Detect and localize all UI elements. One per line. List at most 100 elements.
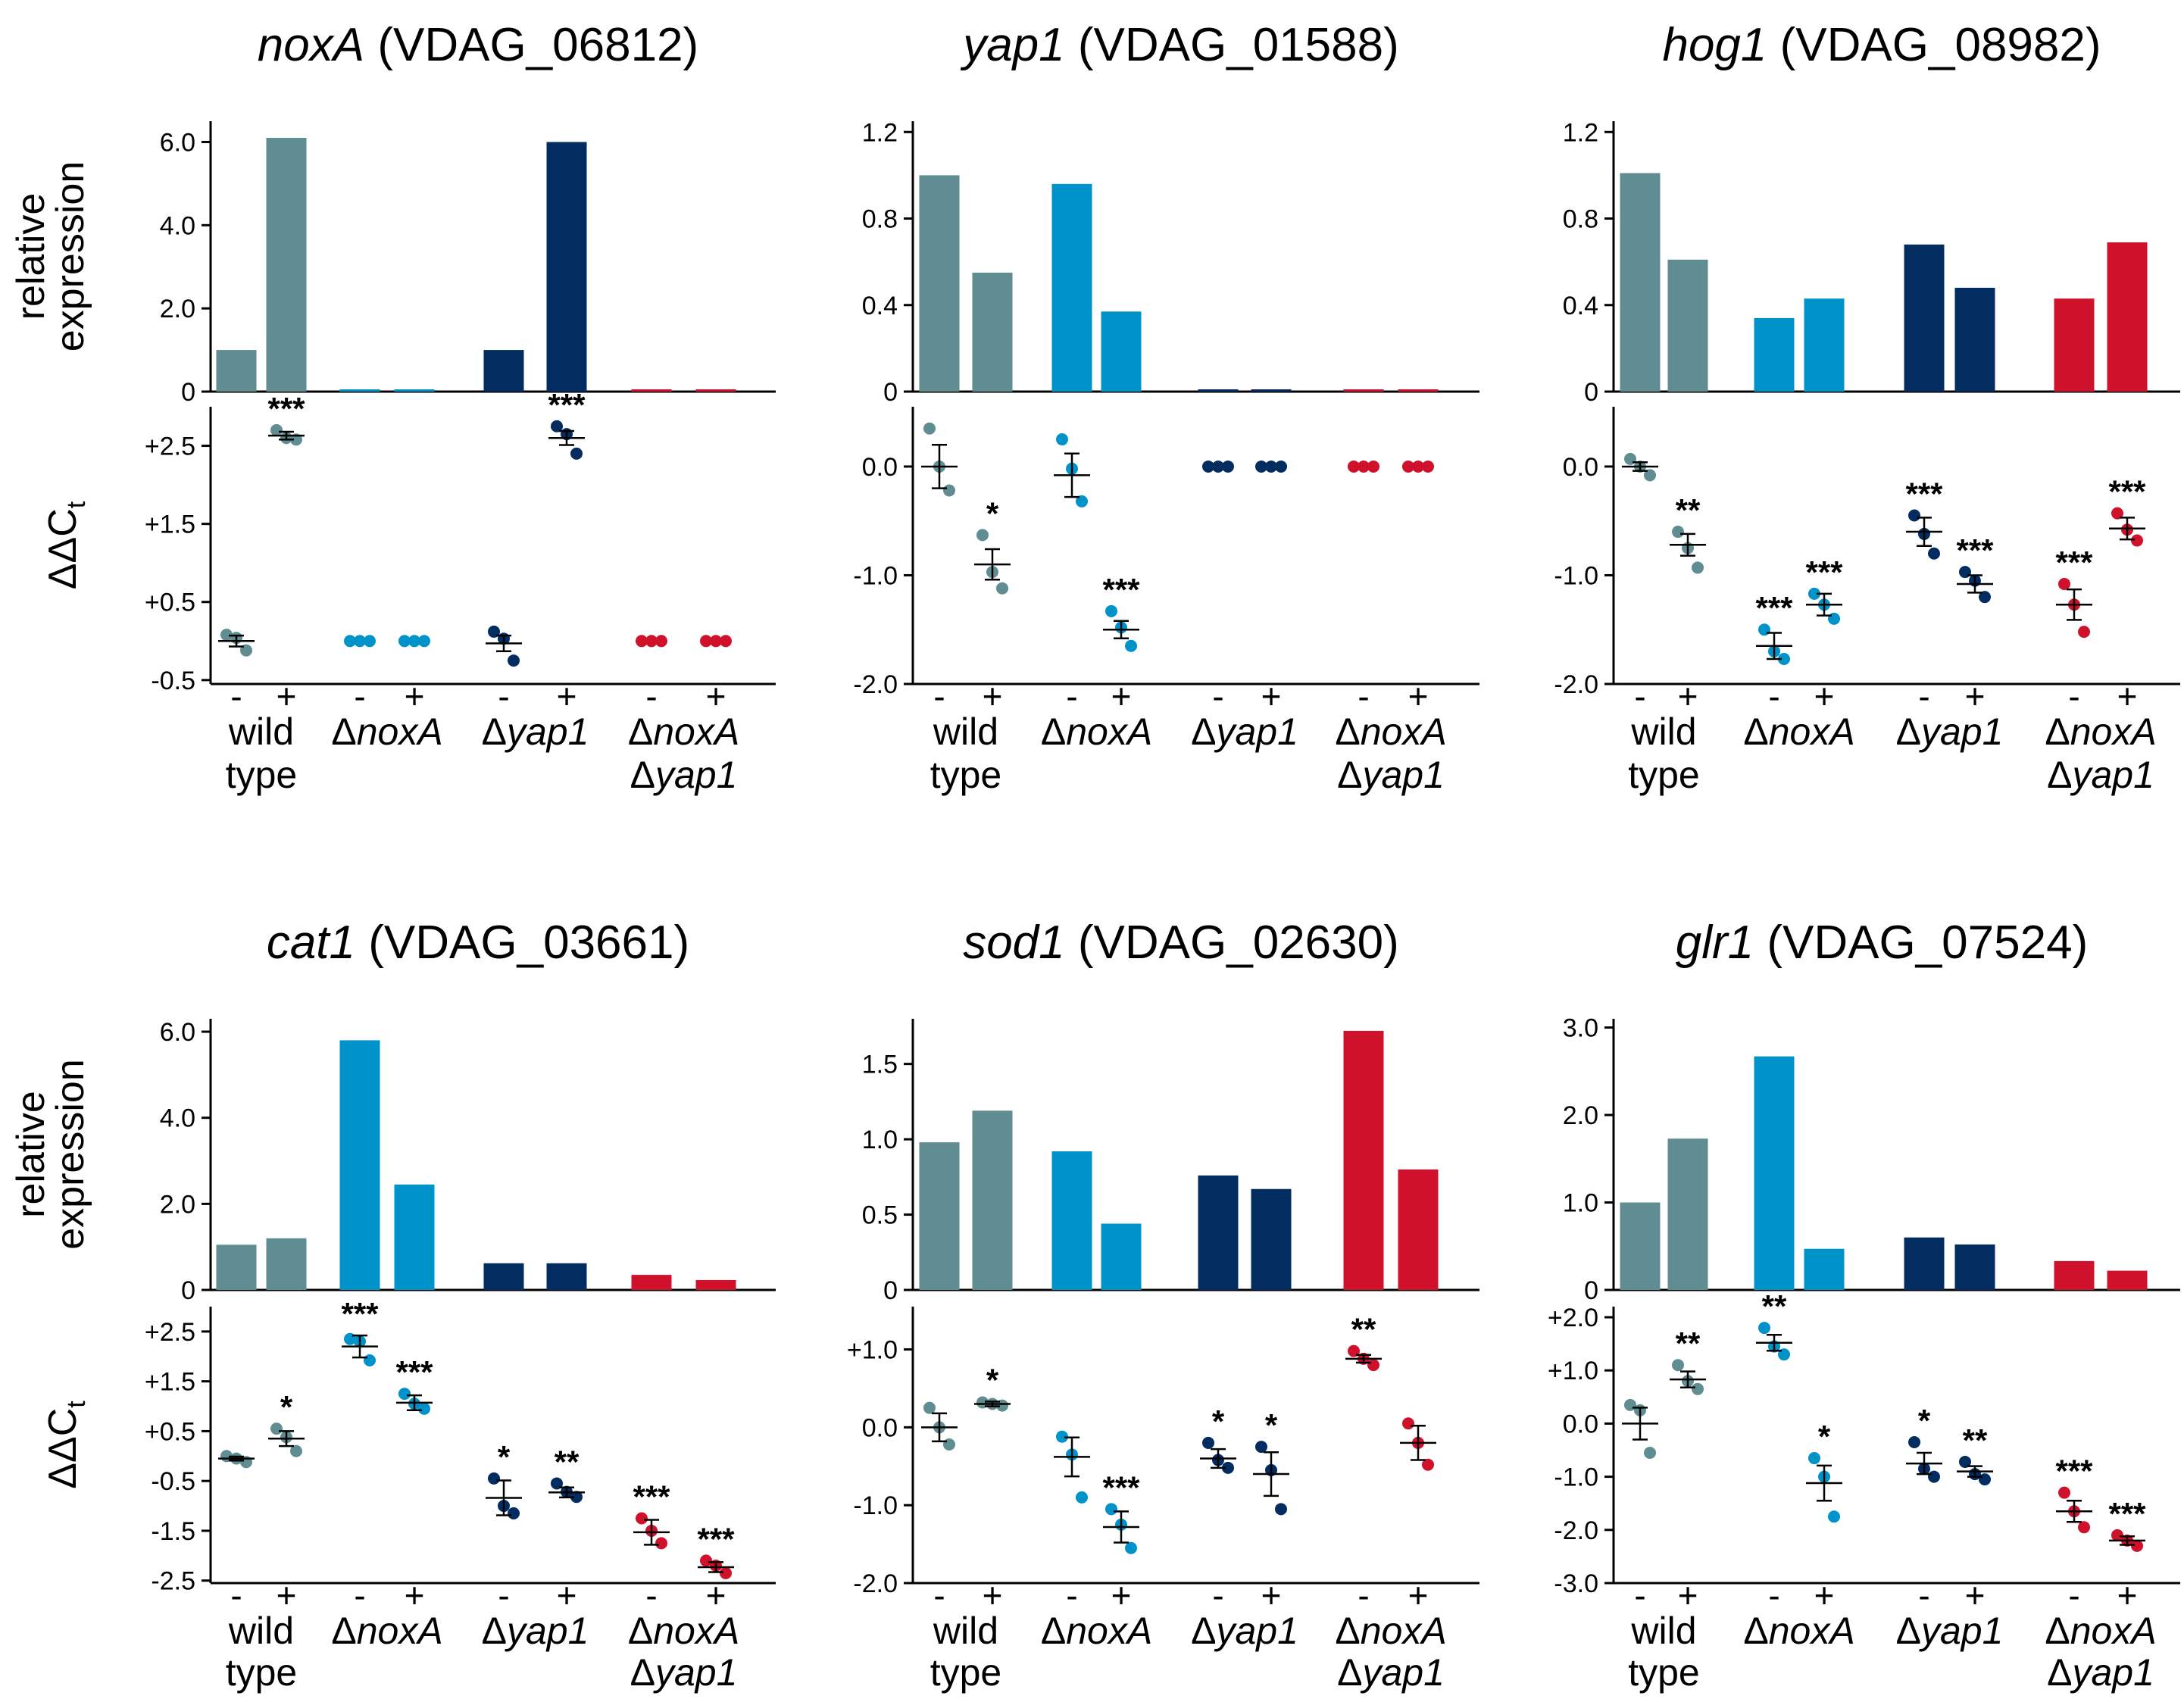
y-label-ddct: ΔΔCt (41, 501, 91, 589)
treatment-label: + (706, 1576, 726, 1615)
bar (1754, 317, 1795, 392)
treatment-label: + (405, 676, 425, 716)
data-point (645, 635, 658, 648)
significance-label: * (986, 495, 999, 531)
data-point (720, 1566, 732, 1579)
data-point (1808, 587, 1820, 600)
bar (1051, 1151, 1092, 1290)
bar (339, 1040, 380, 1290)
significance-label: *** (395, 1354, 433, 1390)
top-y-tick-label: 3.0 (1563, 1014, 1598, 1043)
strain-label-delta: Δ (482, 1610, 507, 1652)
data-point (408, 635, 420, 648)
bar (1251, 389, 1292, 392)
data-point (923, 422, 936, 435)
bottom-y-tick-label: +0.5 (145, 589, 195, 617)
strain-label-gene: yap1 (505, 710, 589, 753)
treatment-label: - (230, 1576, 242, 1615)
treatment-label: + (983, 1576, 1003, 1615)
data-point (1908, 1435, 1920, 1448)
data-point (1222, 460, 1234, 473)
bar (1954, 287, 1995, 392)
data-point (1076, 1491, 1088, 1504)
bottom-y-tick-label: -2.5 (151, 1567, 195, 1596)
bar (972, 1110, 1013, 1290)
data-point (943, 484, 955, 497)
bar (1398, 389, 1439, 392)
bar (919, 175, 960, 392)
bar (972, 272, 1013, 392)
strain-label-delta: Δ (628, 1610, 653, 1652)
data-point (2078, 1521, 2090, 1534)
y-label-ddct-main: ΔΔC (41, 508, 85, 589)
data-point (710, 635, 722, 648)
treatment-label: + (1965, 1576, 1986, 1615)
gene-name: yap1 (960, 19, 1064, 71)
gene-name: cat1 (267, 917, 355, 969)
treatment-label: - (1066, 1576, 1077, 1615)
data-point (364, 1354, 376, 1367)
top-y-tick-label: 0 (181, 1276, 195, 1305)
data-point (344, 635, 356, 648)
significance-label: *** (1905, 476, 1943, 512)
bar (546, 142, 587, 392)
treatment-label: + (1678, 1576, 1698, 1615)
strain-label-gene: noxA (653, 710, 739, 753)
bar (1198, 1175, 1239, 1290)
data-point (655, 1537, 667, 1550)
top-y-tick-label: 0.4 (1563, 292, 1598, 320)
data-point (418, 1402, 430, 1415)
bar (1954, 1244, 1995, 1290)
data-point (720, 635, 732, 648)
data-point (551, 420, 563, 433)
bar (216, 350, 257, 392)
strain-label: ΔnoxA (2045, 710, 2156, 753)
y-label-ddct-sub: t (62, 1401, 91, 1408)
bar (546, 1263, 587, 1290)
strain-label-gene: noxA (357, 1610, 443, 1652)
data-point (700, 635, 712, 648)
significance-label: * (280, 1389, 293, 1425)
data-point (1076, 495, 1088, 507)
gene-id: (VDAG_02630) (1065, 917, 1399, 969)
strain-label-delta: Δ (1743, 710, 1768, 753)
treatment-label: - (354, 1576, 365, 1615)
data-point (1778, 652, 1790, 665)
significance-label: *** (633, 1479, 670, 1515)
strain-label-line2: Δyap1 (630, 1651, 738, 1694)
bottom-y-tick-label: -3.0 (1554, 1569, 1598, 1598)
data-point (655, 635, 667, 648)
treatment-label: + (2117, 676, 2138, 716)
treatment-label: + (277, 1576, 297, 1615)
data-point (398, 1388, 411, 1401)
data-point (220, 629, 233, 642)
bottom-y-tick-label: -1.0 (853, 561, 898, 590)
data-point (1808, 1452, 1820, 1465)
bar (1667, 259, 1708, 392)
panel-yap1: yap1 (VDAG_01588) 0 0.4 0.8 1.2 0.0 -1.0 -2.0 - *… (853, 19, 1479, 796)
bottom-y-tick-label: +2.5 (145, 1318, 195, 1347)
strain-label: ΔnoxA (1335, 710, 1446, 753)
treatment-label: + (1111, 676, 1132, 716)
data-point (1402, 460, 1414, 473)
top-y-tick-label: 0.8 (862, 205, 898, 234)
strain-label-line2: type (226, 1651, 298, 1694)
strain-label-line2-delta: Δ (1337, 754, 1362, 796)
gene-name: glr1 (1676, 917, 1754, 969)
strain-label-delta: Δ (2045, 1610, 2070, 1652)
treatment-label: - (230, 676, 242, 716)
treatment-label: + (277, 676, 297, 716)
strain-label: Δyap1 (1896, 1610, 2004, 1652)
strain-label: ΔnoxA (2045, 1610, 2156, 1652)
strain-label-gene: noxA (1066, 710, 1152, 753)
top-y-tick-label: 0 (883, 1276, 898, 1305)
panel-glr1: glr1 (VDAG_07524) 0 1.0 2.0 3.0 +2.0 +1.0 0.0 -1… (1548, 917, 2180, 1694)
y-label-relative: relative (9, 1091, 53, 1218)
strain-label-gene: noxA (2070, 710, 2157, 753)
gene-id: (VDAG_03661) (355, 917, 689, 969)
data-point (1979, 591, 1991, 604)
strain-label-line2-delta: Δ (2047, 754, 2072, 796)
strain-label-delta: Δ (331, 710, 356, 753)
panel-noxA: noxA (VDAG_06812) 0 2.0 4.0 6.0 +2.5 +1.5 +0.5 -… (9, 19, 776, 796)
treatment-label: - (1358, 676, 1369, 716)
